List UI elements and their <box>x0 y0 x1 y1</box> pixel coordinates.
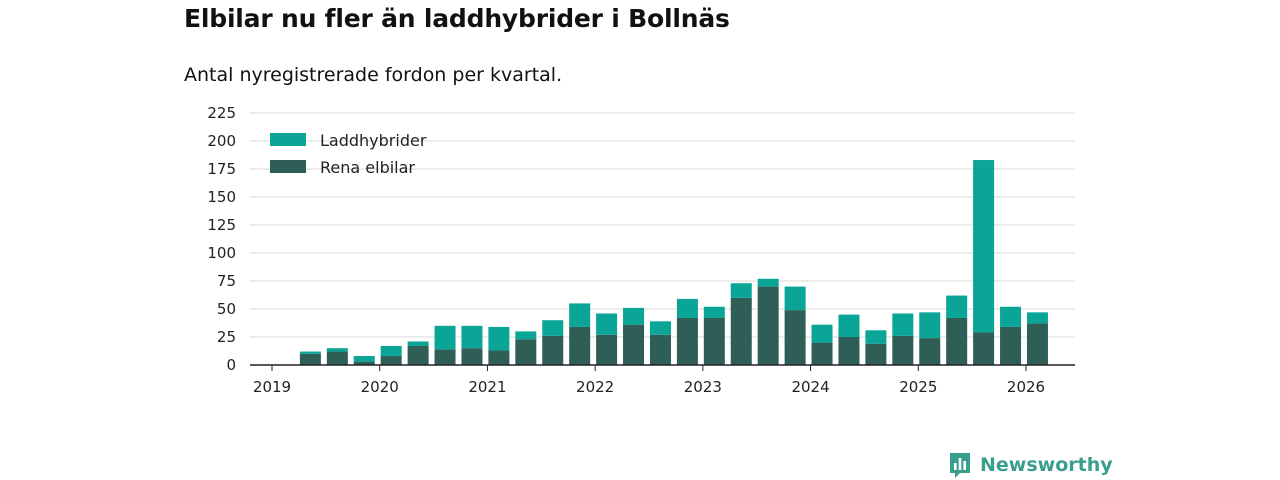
bar-laddhybrider <box>811 324 833 343</box>
legend-swatch-laddhybrider <box>270 133 306 146</box>
bar-laddhybrider <box>353 356 375 362</box>
bar-laddhybrider <box>892 313 914 336</box>
y-tick-label: 200 <box>207 132 236 150</box>
bar-laddhybrider <box>407 341 429 346</box>
bar-laddhybrider <box>946 295 968 318</box>
bar-rena-elbilar <box>596 334 618 365</box>
x-tick-label: 2020 <box>361 378 399 396</box>
bar-laddhybrider <box>623 307 645 325</box>
bars <box>299 160 1048 365</box>
y-tick-label: 225 <box>207 104 236 122</box>
bar-rena-elbilar <box>919 338 941 365</box>
bar-rena-elbilar <box>757 286 779 365</box>
bar-rena-elbilar <box>892 335 914 365</box>
bar-rena-elbilar <box>811 342 833 365</box>
bar-laddhybrider <box>649 321 671 335</box>
bar-rena-elbilar <box>542 335 564 365</box>
bar-rena-elbilar <box>784 310 806 365</box>
bar-rena-elbilar <box>353 361 375 365</box>
bar-laddhybrider <box>865 330 887 344</box>
bar-rena-elbilar <box>515 339 537 365</box>
legend-swatch-rena-elbilar <box>270 160 306 173</box>
x-axis: 2019 2020 2021 2022 2023 2024 2025 2026 <box>250 364 1075 396</box>
brand-name: Newsworthy <box>980 454 1113 476</box>
y-tick-label: 50 <box>217 300 236 318</box>
chart-title: Elbilar nu fler än laddhybrider i Bollnä… <box>184 4 730 33</box>
x-tick-label: 2023 <box>684 378 722 396</box>
y-tick-label: 125 <box>207 216 236 234</box>
newsworthy-logo-icon <box>950 453 970 478</box>
bar-rena-elbilar <box>407 345 429 365</box>
legend: Laddhybrider Rena elbilar <box>270 131 427 177</box>
x-tick-label: 2026 <box>1007 378 1045 396</box>
bar-laddhybrider <box>730 283 752 298</box>
legend-label-rena-elbilar: Rena elbilar <box>320 158 415 177</box>
bar-rena-elbilar <box>434 349 456 365</box>
bar-rena-elbilar <box>569 326 591 365</box>
y-tick-label: 0 <box>226 356 236 374</box>
newsworthy-brand[interactable]: Newsworthy <box>948 450 1113 480</box>
bar-laddhybrider <box>461 325 483 349</box>
legend-label-laddhybrider: Laddhybrider <box>320 131 427 150</box>
y-tick-label: 75 <box>217 272 236 290</box>
bar-rena-elbilar <box>623 324 645 365</box>
bar-rena-elbilar <box>1000 326 1022 365</box>
bar-laddhybrider <box>434 325 456 350</box>
bar-rena-elbilar <box>649 334 671 365</box>
bar-laddhybrider <box>1026 312 1048 324</box>
bar-laddhybrider <box>757 278 779 287</box>
bar-rena-elbilar <box>461 348 483 365</box>
bar-rena-elbilar <box>299 353 321 365</box>
x-tick-label: 2024 <box>791 378 829 396</box>
x-tick-label: 2021 <box>468 378 506 396</box>
bar-rena-elbilar <box>380 356 402 365</box>
bar-rena-elbilar <box>676 317 698 365</box>
bar-laddhybrider <box>326 348 348 352</box>
bar-laddhybrider <box>784 286 806 311</box>
bar-laddhybrider <box>919 312 941 339</box>
y-tick-label: 100 <box>207 244 236 262</box>
bar-rena-elbilar <box>488 350 510 365</box>
bar-laddhybrider <box>515 331 537 340</box>
bar-laddhybrider <box>703 306 725 318</box>
bar-rena-elbilar <box>865 343 887 365</box>
x-tick-label: 2025 <box>899 378 937 396</box>
bar-rena-elbilar <box>973 332 995 365</box>
bar-rena-elbilar <box>946 317 968 365</box>
bar-laddhybrider <box>838 314 860 337</box>
bar-rena-elbilar <box>703 317 725 365</box>
bar-laddhybrider <box>676 298 698 318</box>
bar-laddhybrider <box>973 160 995 333</box>
bar-laddhybrider <box>488 326 510 351</box>
y-tick-label: 175 <box>207 160 236 178</box>
x-tick-label: 2022 <box>576 378 614 396</box>
bar-laddhybrider <box>542 320 564 336</box>
x-tick-label: 2019 <box>253 378 291 396</box>
bar-laddhybrider <box>569 303 591 327</box>
y-axis-ticks: 0 25 50 75 100 125 150 175 200 225 <box>207 104 236 374</box>
bar-rena-elbilar <box>1026 323 1048 365</box>
bar-laddhybrider <box>380 345 402 357</box>
y-tick-label: 150 <box>207 188 236 206</box>
bar-laddhybrider <box>299 351 321 354</box>
chart-subtitle: Antal nyregistrerade fordon per kvartal. <box>184 64 563 86</box>
bar-rena-elbilar <box>326 351 348 365</box>
y-tick-label: 25 <box>217 328 236 346</box>
bar-laddhybrider <box>596 313 618 335</box>
bar-laddhybrider <box>1000 306 1022 327</box>
bar-rena-elbilar <box>730 297 752 365</box>
bar-rena-elbilar <box>838 337 860 365</box>
